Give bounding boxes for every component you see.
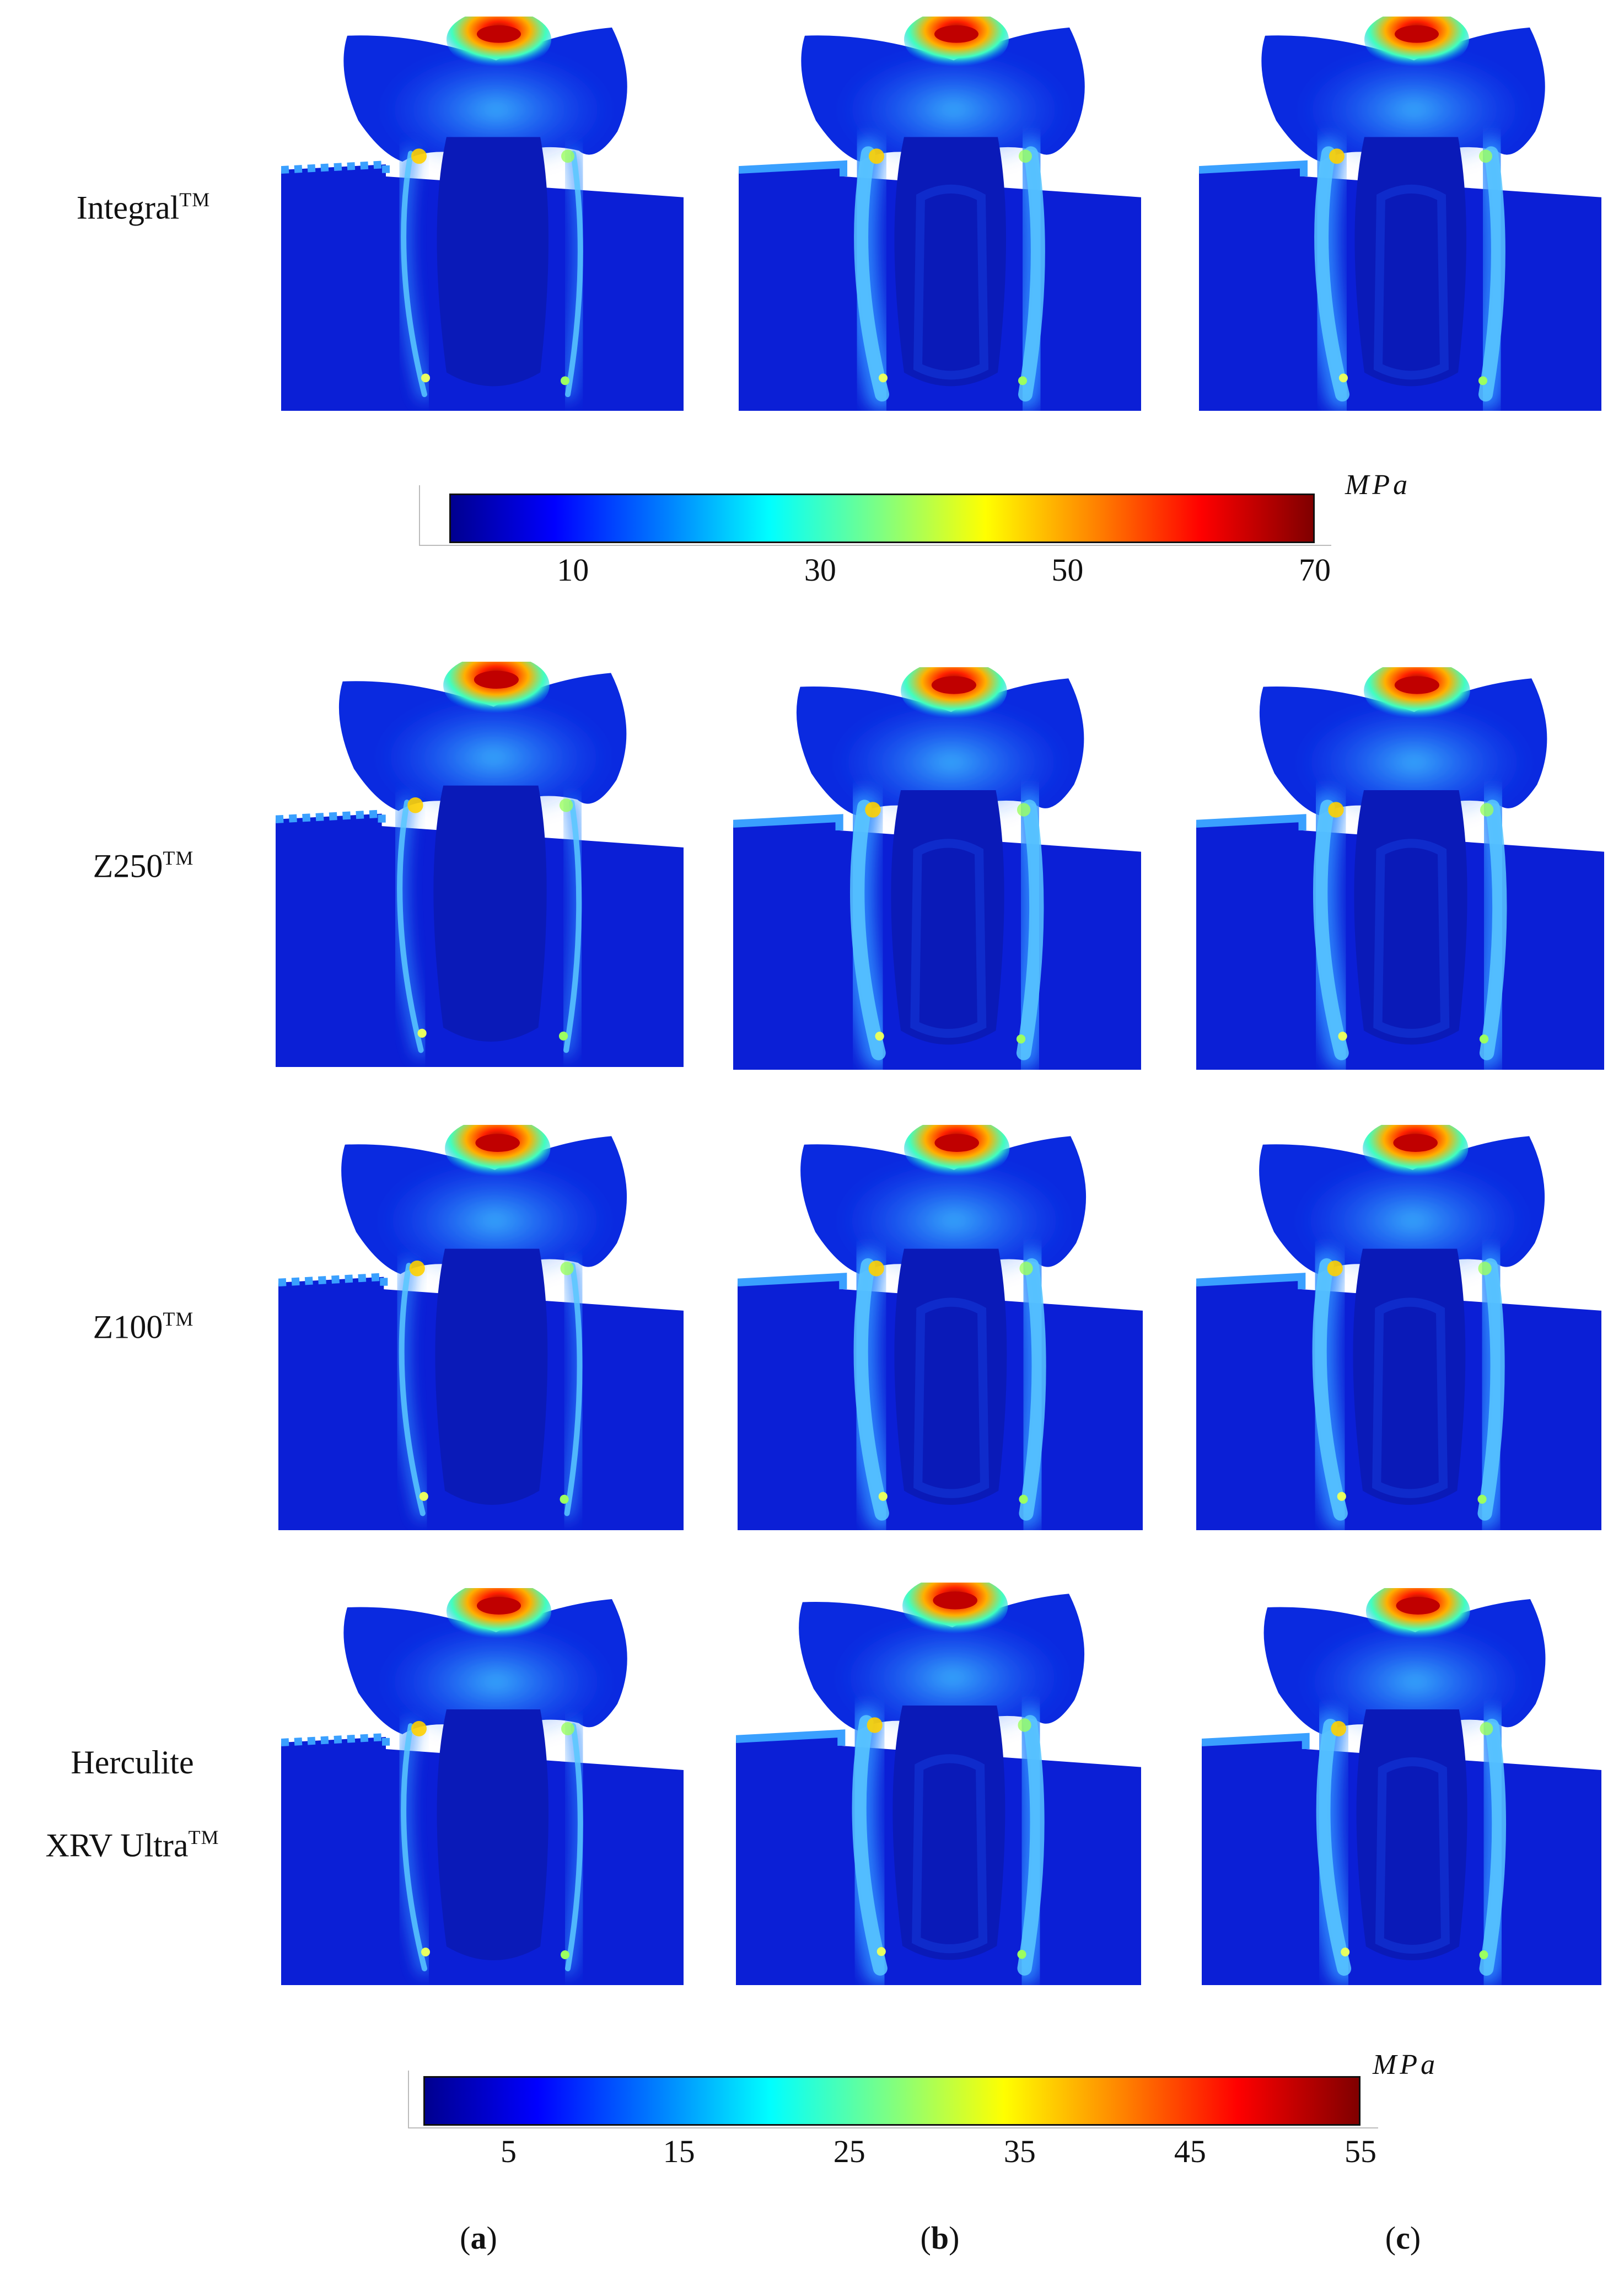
column-label-c: (c) <box>1385 2220 1421 2256</box>
row-label-z100: Z100TM <box>22 1308 265 1346</box>
trademark-mark: TM <box>188 1826 219 1848</box>
colorbar-tick-label: 25 <box>833 2133 865 2169</box>
tooth-stress-illustration <box>281 1588 684 1985</box>
row-label-herculite: Herculite XRV UltraTM <box>11 1725 254 1883</box>
tooth-stress-illustration <box>739 17 1141 411</box>
stress-map-z250-c <box>1196 667 1604 1070</box>
tooth-stress-illustration <box>736 1583 1141 1985</box>
colorbar-tick-label: 55 <box>1345 2133 1376 2169</box>
colorbar-tick-label: 35 <box>1003 2133 1036 2169</box>
tooth-stress-illustration <box>1196 1125 1601 1530</box>
tooth-stress-illustration <box>1199 17 1601 411</box>
stress-map-integral-a <box>281 17 684 411</box>
colorbar-tick-label: 15 <box>663 2133 695 2169</box>
row-label-z250: Z250TM <box>22 847 265 885</box>
colorbar-tick-label: 50 <box>1051 552 1084 588</box>
colorbar-bottom <box>423 2076 1360 2126</box>
row-label-integral: IntegralTM <box>22 189 265 227</box>
stress-map-herculite-a <box>281 1588 684 1985</box>
tooth-stress-illustration <box>276 662 684 1067</box>
stress-map-z100-a <box>278 1125 684 1530</box>
tooth-stress-illustration <box>738 1125 1143 1530</box>
colorbar-bottom-frame <box>408 2071 1378 2128</box>
tooth-stress-illustration <box>1202 1588 1601 1985</box>
colorbar-tick-label: 30 <box>804 552 836 588</box>
trademark-mark: TM <box>163 1308 194 1330</box>
stress-map-herculite-c <box>1202 1588 1601 1985</box>
row-label-text: Z250 <box>93 848 163 884</box>
tooth-stress-illustration <box>281 17 684 411</box>
column-label-a: (a) <box>460 2220 497 2256</box>
stress-map-z250-a <box>276 662 684 1067</box>
stress-map-integral-b <box>739 17 1141 411</box>
colorbar-tick-label: 10 <box>557 552 589 588</box>
colorbar-top-frame <box>419 485 1331 546</box>
tooth-stress-illustration <box>733 667 1141 1070</box>
colorbar-bottom-unit: MPa <box>1373 2049 1439 2080</box>
row-label-text: Integral <box>76 189 180 226</box>
colorbar-tick-label: 70 <box>1299 552 1331 588</box>
stress-map-herculite-b <box>736 1583 1141 1985</box>
row-label-text: Z100 <box>93 1309 163 1345</box>
colorbar-tick-label: 5 <box>501 2133 517 2169</box>
stress-map-integral-c <box>1199 17 1601 411</box>
stress-map-z100-b <box>738 1125 1143 1530</box>
trademark-mark: TM <box>163 847 194 869</box>
trademark-mark: TM <box>179 189 211 211</box>
stress-map-z250-b <box>733 667 1141 1070</box>
colorbar-top-unit: MPa <box>1345 469 1411 501</box>
row-label-text: XRV Ultra <box>45 1827 189 1864</box>
column-label-b: (b) <box>920 2220 960 2256</box>
colorbar-top <box>449 494 1315 543</box>
tooth-stress-illustration <box>278 1125 684 1530</box>
tooth-stress-illustration <box>1196 667 1604 1070</box>
stress-map-z100-c <box>1196 1125 1601 1530</box>
colorbar-tick-label: 45 <box>1174 2133 1206 2169</box>
row-label-line1: Herculite <box>71 1744 194 1781</box>
